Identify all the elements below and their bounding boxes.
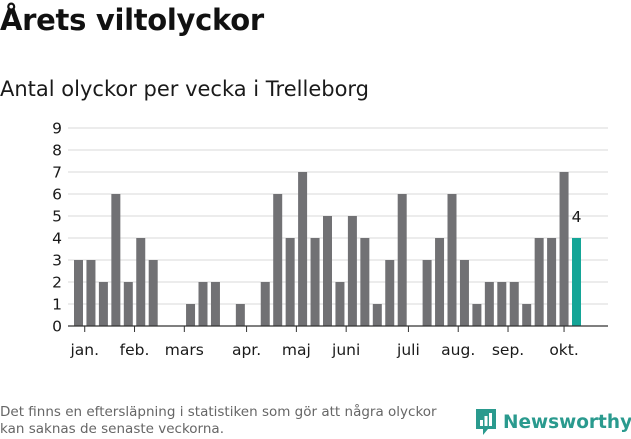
bar[interactable] bbox=[547, 238, 557, 326]
y-tick-label: 3 bbox=[52, 252, 62, 270]
y-tick-label: 1 bbox=[52, 296, 62, 314]
bar[interactable] bbox=[484, 282, 494, 326]
bar[interactable] bbox=[522, 304, 532, 326]
bar[interactable] bbox=[422, 260, 432, 326]
y-tick-label: 6 bbox=[52, 186, 62, 204]
bar[interactable] bbox=[447, 194, 457, 326]
chart-subtitle: Antal olyckor per vecka i Trelleborg bbox=[0, 77, 370, 101]
y-tick-label: 7 bbox=[52, 164, 62, 182]
bar[interactable] bbox=[186, 304, 196, 326]
bar[interactable] bbox=[335, 282, 345, 326]
bars: 4 bbox=[74, 172, 581, 326]
bar[interactable] bbox=[459, 260, 469, 326]
bar[interactable] bbox=[435, 238, 445, 326]
bar-value-label: 4 bbox=[572, 208, 582, 226]
x-tick-label: juni bbox=[331, 341, 360, 359]
y-tick-label: 5 bbox=[52, 208, 62, 226]
newsworthy-logo[interactable]: Newsworthy bbox=[474, 407, 631, 437]
bar[interactable] bbox=[534, 238, 544, 326]
bar[interactable] bbox=[559, 172, 569, 326]
x-tick-label: apr. bbox=[232, 341, 261, 359]
y-tick-label: 2 bbox=[52, 274, 62, 292]
bar[interactable] bbox=[273, 194, 283, 326]
bar[interactable] bbox=[210, 282, 220, 326]
x-tick-label: okt. bbox=[549, 341, 578, 359]
x-axis-ticks: jan. feb. mars apr. maj juni juli aug. sep. okt. bbox=[68, 325, 608, 359]
x-tick-label: jan. bbox=[69, 341, 99, 359]
bar-highlight[interactable] bbox=[572, 238, 581, 326]
bar[interactable] bbox=[323, 216, 332, 326]
bar[interactable] bbox=[98, 282, 108, 326]
bar[interactable] bbox=[347, 216, 357, 326]
x-tick-label: maj bbox=[282, 341, 311, 359]
bar[interactable] bbox=[136, 238, 146, 326]
y-tick-label: 4 bbox=[52, 230, 62, 248]
y-axis-ticks: 0 1 2 3 4 5 6 7 8 9 bbox=[52, 120, 62, 336]
bar[interactable] bbox=[372, 304, 382, 326]
bar[interactable] bbox=[74, 260, 83, 326]
x-tick-label: juli bbox=[396, 341, 420, 359]
x-tick-label: sep. bbox=[492, 341, 524, 359]
bar[interactable] bbox=[148, 260, 158, 326]
bar[interactable] bbox=[260, 282, 270, 326]
newsworthy-logo-icon bbox=[476, 409, 496, 435]
y-tick-label: 8 bbox=[52, 142, 62, 160]
bar[interactable] bbox=[509, 282, 519, 326]
bar[interactable] bbox=[123, 282, 133, 326]
brand-name: Newsworthy bbox=[503, 411, 631, 433]
bar[interactable] bbox=[111, 194, 121, 326]
bar[interactable] bbox=[310, 238, 320, 326]
x-tick-label: feb. bbox=[120, 341, 150, 359]
bar[interactable] bbox=[285, 238, 295, 326]
bar[interactable] bbox=[86, 260, 96, 326]
footnote: Det finns en eftersläpning i statistiken… bbox=[0, 404, 437, 437]
bar[interactable] bbox=[198, 282, 208, 326]
y-tick-label: 9 bbox=[52, 120, 62, 138]
bar[interactable] bbox=[298, 172, 308, 326]
y-tick-label: 0 bbox=[52, 318, 62, 336]
bar[interactable] bbox=[472, 304, 482, 326]
bar-chart: 0 1 2 3 4 5 6 7 8 9 4 jan. feb. mars apr. maj juni juli… bbox=[52, 120, 608, 359]
bar[interactable] bbox=[235, 304, 245, 326]
chart-title: Årets viltolyckor bbox=[0, 3, 264, 37]
bar[interactable] bbox=[385, 260, 395, 326]
x-tick-label: mars bbox=[165, 341, 204, 359]
bar[interactable] bbox=[497, 282, 507, 326]
gridlines bbox=[68, 127, 608, 305]
bar[interactable] bbox=[360, 238, 370, 326]
x-tick-label: aug. bbox=[441, 341, 475, 359]
bar[interactable] bbox=[397, 194, 407, 326]
